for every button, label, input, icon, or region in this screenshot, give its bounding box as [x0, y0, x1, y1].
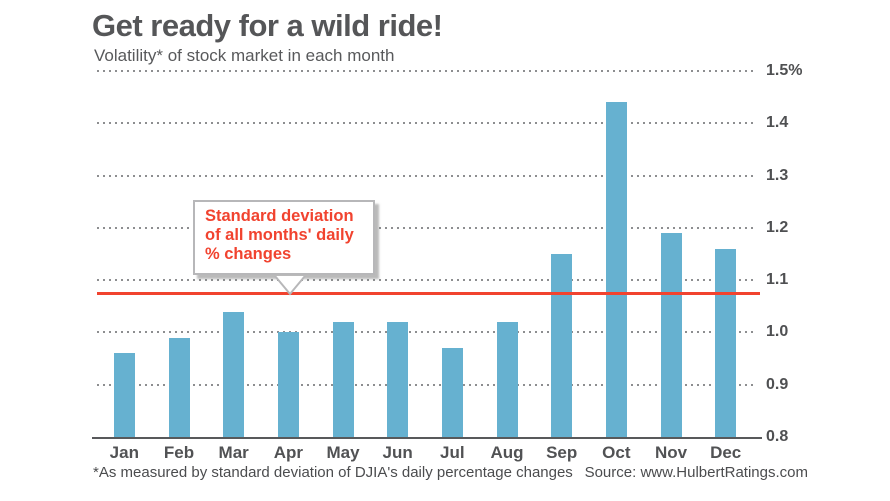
x-tick-label-jun: Jun [382, 443, 413, 462]
x-tick-label-sep: Sep [546, 443, 578, 462]
bar-sep [551, 254, 573, 437]
y-gridline-0.9 [97, 383, 757, 386]
annotation-line: of all months' daily [205, 226, 354, 244]
y-tick-label: 1.3 [766, 166, 789, 184]
source-credit: Source: www.HulbertRatings.com [584, 464, 808, 481]
y-gridline-1.1 [97, 279, 757, 282]
x-tick-label-jul: Jul [440, 443, 465, 462]
bar-jan [113, 353, 135, 437]
y-tick-label: 1.1 [766, 271, 789, 289]
y-tick-label: 0.8 [766, 428, 789, 445]
bar-dec [715, 248, 737, 437]
bar-jul [441, 348, 463, 437]
y-tick-label: 1.2 [766, 218, 789, 236]
annotation-callout: Standard deviation of all months' daily … [193, 200, 375, 275]
x-tick-label-jan: Jan [109, 443, 139, 462]
reference-line [97, 292, 760, 296]
y-tick-label: 1.4 [766, 114, 789, 132]
y-tick-label: 0.9 [766, 375, 789, 393]
y-gridline-1.3 [97, 174, 757, 177]
x-tick-label-may: May [326, 443, 360, 462]
bar-apr [277, 332, 299, 437]
y-gridline-1.5% [97, 70, 757, 72]
bar-nov [660, 233, 682, 437]
footnote: *As measured by standard deviation of DJ… [93, 464, 573, 481]
x-tick-label-mar: Mar [218, 443, 249, 462]
y-gridline-1.0 [97, 331, 757, 334]
annotation-callout-pointer [274, 276, 306, 296]
x-tick-label-oct: Oct [602, 443, 631, 462]
y-tick-label: 1.0 [766, 323, 789, 341]
x-tick-label-feb: Feb [163, 443, 195, 462]
bar-aug [496, 321, 518, 437]
x-tick-label-apr: Apr [273, 443, 303, 462]
bar-may [332, 321, 354, 437]
x-axis-line [92, 437, 762, 439]
bar-feb [168, 337, 190, 437]
x-tick-label-nov: Nov [654, 443, 688, 462]
annotation-line: % changes [205, 245, 292, 263]
y-gridline-1.4 [97, 122, 757, 125]
x-tick-label-aug: Aug [490, 443, 524, 462]
x-tick-label-dec: Dec [710, 443, 742, 462]
bar-jun [387, 321, 409, 437]
chart-title: Get ready for a wild ride! [92, 8, 443, 43]
bar-oct [605, 102, 627, 437]
chart-subtitle: Volatility* of stock market in each mont… [94, 46, 395, 65]
y-tick-label: 1.5% [766, 62, 803, 79]
bar-mar [223, 311, 245, 437]
annotation-line: Standard deviation [205, 207, 354, 225]
y-gridline-1.2 [97, 226, 757, 229]
